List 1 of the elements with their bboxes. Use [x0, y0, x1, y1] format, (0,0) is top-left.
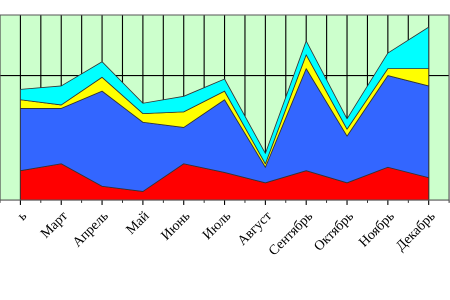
- x-tick-label: ь: [18, 212, 27, 221]
